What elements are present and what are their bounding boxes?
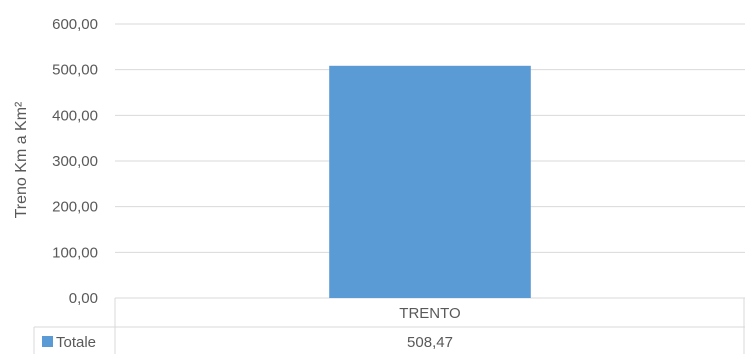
x-tick-label: TRENTO	[399, 305, 460, 322]
y-axis-title: Treno Km a Km²	[13, 101, 30, 218]
y-tick-label: 100,00	[52, 244, 98, 261]
bar	[329, 65, 531, 298]
y-axis-tick-labels: 0,00 100,00 200,00 300,00 400,00 500,00 600,00	[52, 16, 98, 307]
y-tick-label: 0,00	[69, 290, 98, 307]
y-tick-label: 600,00	[52, 16, 98, 33]
legend-swatch	[42, 336, 53, 347]
legend-label: Totale	[56, 334, 96, 351]
data-table: TRENTO Totale 508,47	[33, 298, 745, 354]
y-tick-label: 500,00	[52, 62, 98, 79]
y-tick-label: 300,00	[52, 153, 98, 170]
y-tick-label: 200,00	[52, 199, 98, 216]
bars	[329, 65, 531, 298]
y-tick-label: 400,00	[52, 107, 98, 124]
data-label: 508,47	[407, 334, 453, 351]
